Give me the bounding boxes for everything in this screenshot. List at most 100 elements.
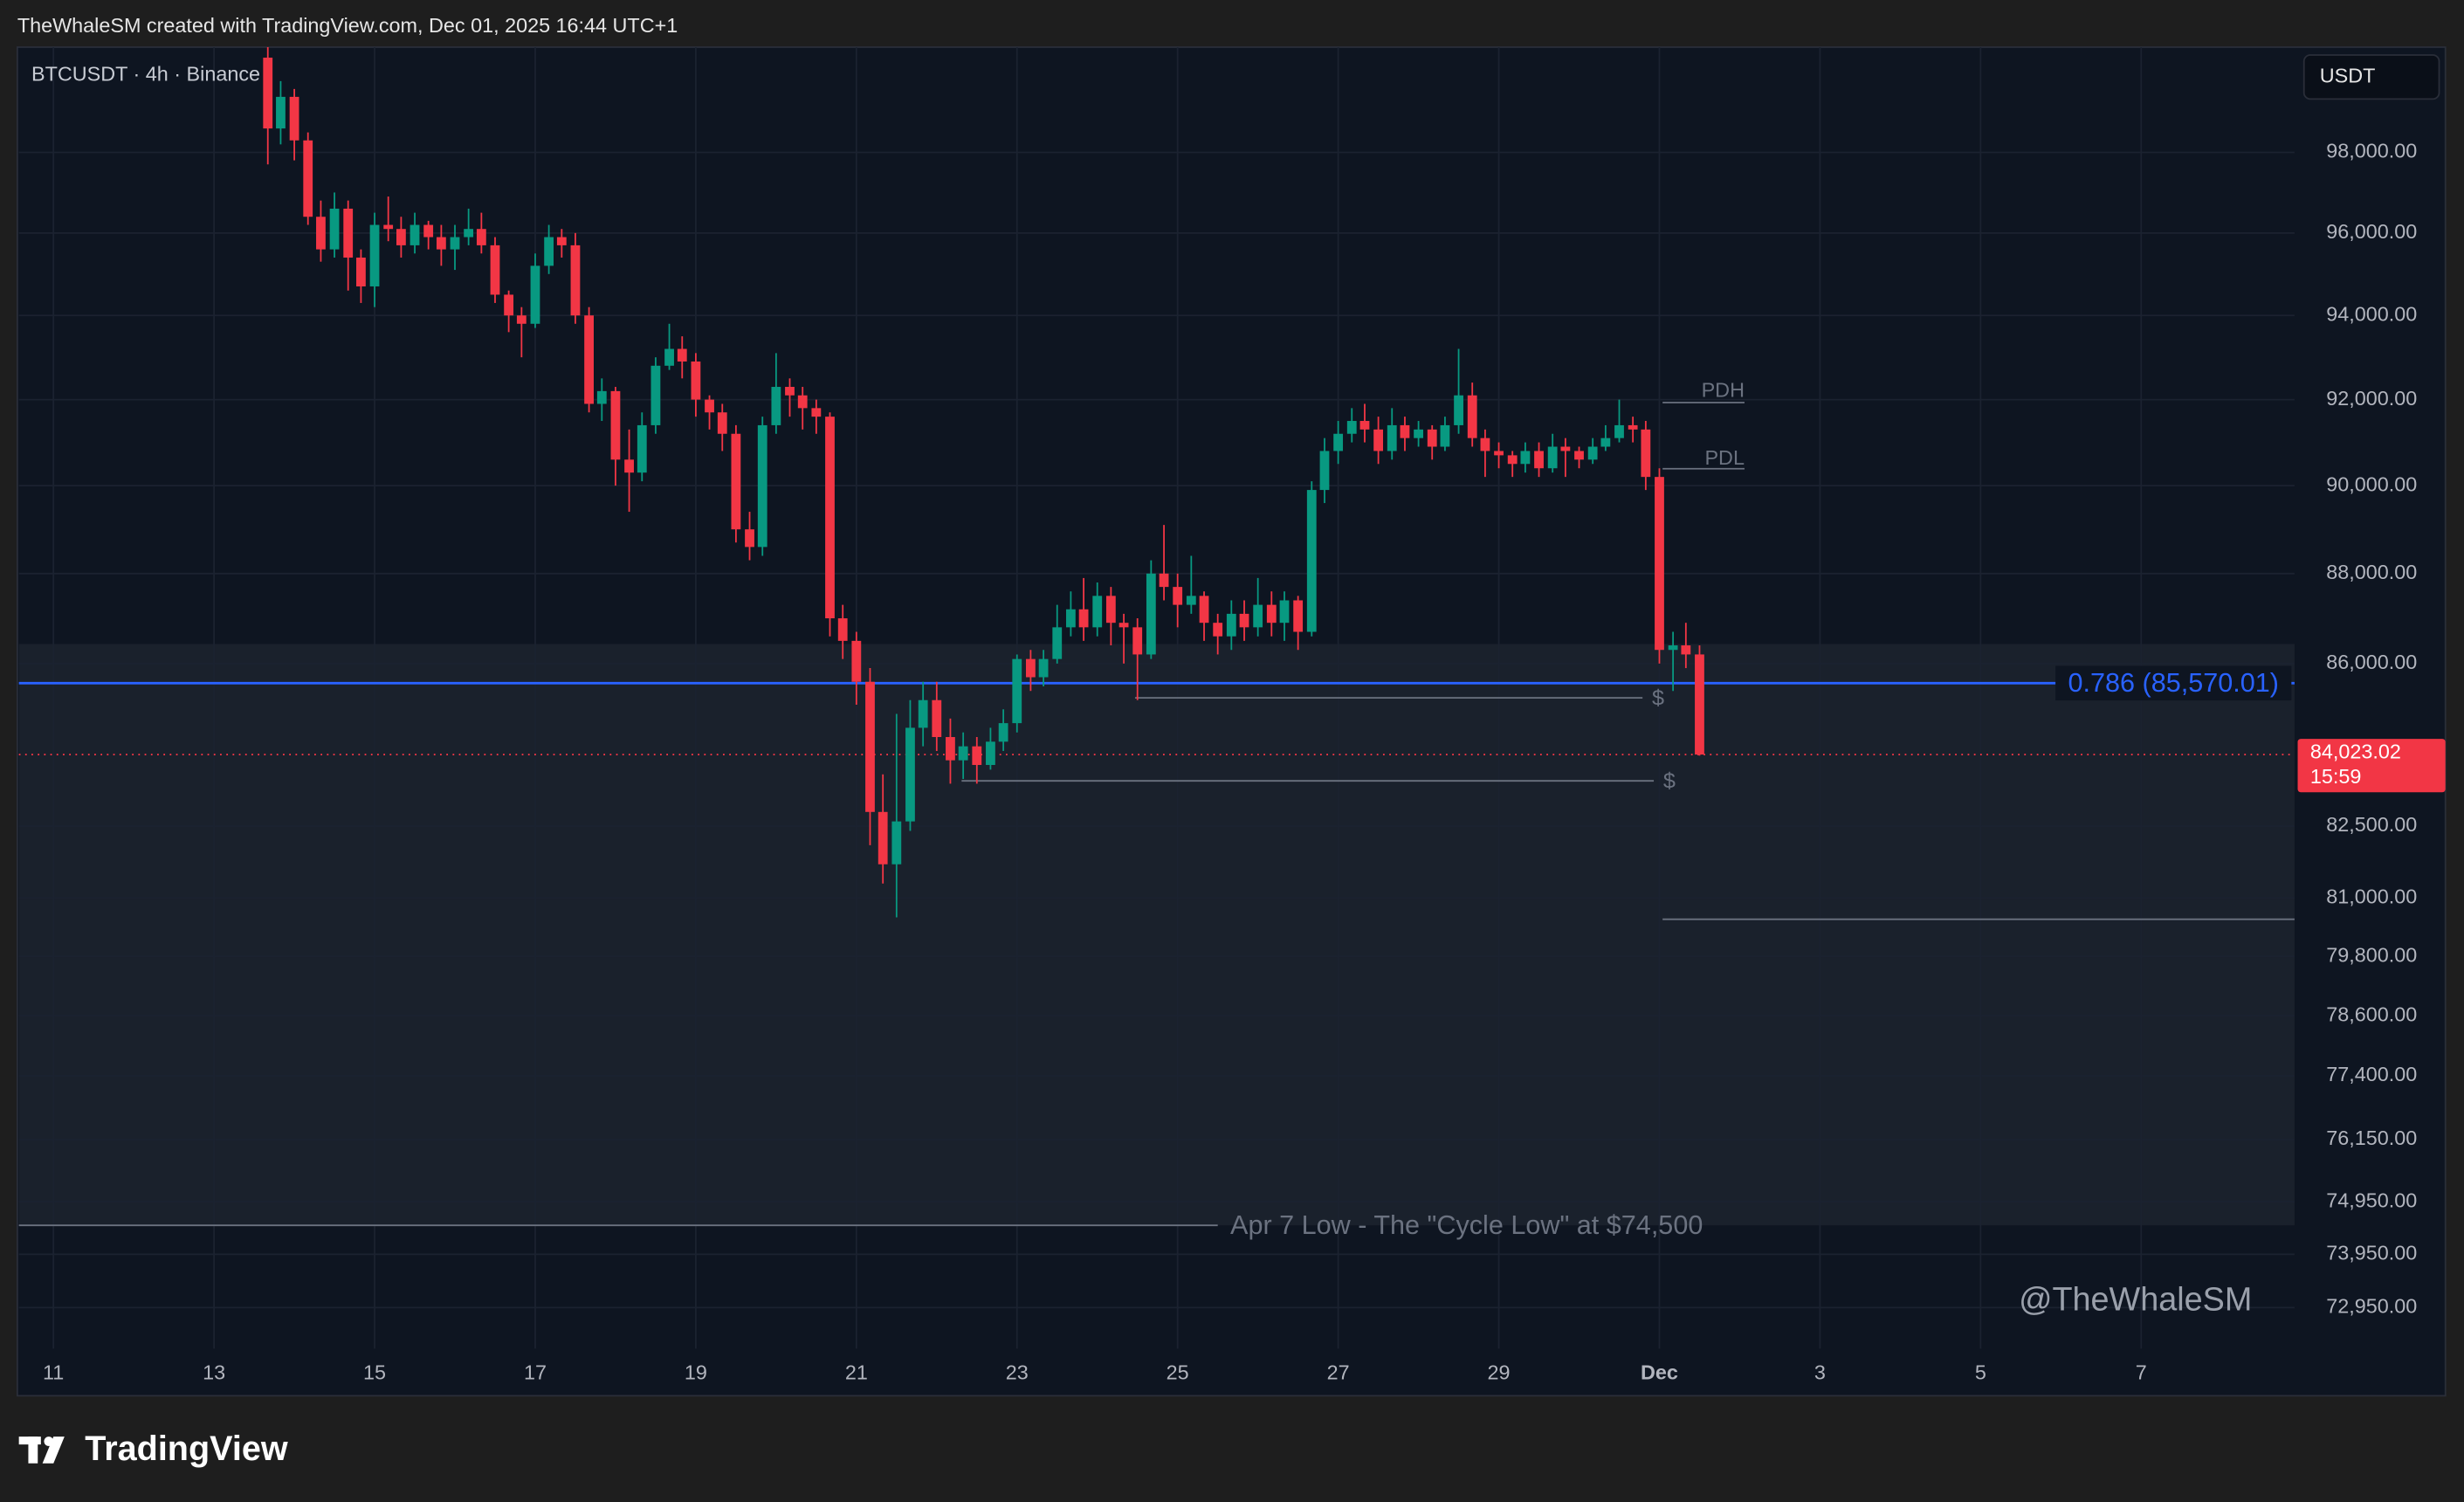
candle-body	[825, 417, 835, 619]
candle-body	[1173, 587, 1183, 605]
candle-body	[1373, 429, 1384, 451]
candle-body	[637, 424, 647, 473]
candle-body	[745, 529, 754, 548]
candle-body	[516, 315, 527, 324]
x-tick-label: 25	[1167, 1361, 1189, 1383]
candle-body	[650, 365, 661, 425]
currency[interactable]: USDT	[2320, 64, 2376, 86]
candle-body	[450, 237, 460, 250]
candle-body	[1507, 455, 1518, 465]
y-tick-label: 92,000.00	[2326, 387, 2417, 410]
grid-layer	[18, 46, 2295, 1349]
header: TheWhaleSM created with TradingView.com,…	[17, 14, 678, 37]
candles-layer	[263, 46, 1704, 918]
fib-label-bg	[2055, 665, 2292, 701]
y-tick-label: 82,500.00	[2326, 813, 2417, 836]
candle-body	[837, 618, 848, 641]
candle-body	[811, 408, 822, 417]
y-tick-label: 90,000.00	[2326, 472, 2417, 495]
candle-body	[410, 224, 420, 245]
x-tick-label: 13	[203, 1361, 225, 1383]
candle-body	[677, 348, 687, 362]
candle-body	[1440, 424, 1450, 447]
y-tick-label: 72,950.00	[2326, 1295, 2417, 1318]
candle-body	[717, 412, 727, 434]
candle-body	[464, 229, 474, 238]
x-tick-label: Dec	[1641, 1361, 1678, 1383]
y-tick-label: 77,400.00	[2326, 1063, 2417, 1085]
y-tick-label: 98,000.00	[2326, 140, 2417, 162]
candle-body	[1065, 609, 1076, 628]
candle-body	[1052, 627, 1063, 659]
candle-body	[705, 399, 714, 413]
candle-body	[556, 237, 567, 245]
candle-body	[1695, 654, 1704, 755]
candle-body	[664, 348, 674, 366]
candle-body	[851, 640, 862, 682]
watermark: @TheWhaleSM	[2019, 1281, 2252, 1318]
x-tick-label: 21	[845, 1361, 868, 1383]
candle-body	[490, 245, 500, 295]
y-tick-label: 86,000.00	[2326, 651, 2417, 673]
candle-body	[1668, 645, 1678, 651]
pdl-label: PDL	[1704, 446, 1744, 469]
candle-body	[1427, 429, 1437, 447]
candle-body	[276, 96, 286, 129]
candle-body	[865, 681, 875, 812]
levels-layer	[18, 402, 2295, 1227]
candle-body	[596, 390, 607, 404]
candle-body	[544, 237, 554, 266]
candle-body	[1628, 424, 1638, 430]
x-tick-label: 5	[1975, 1361, 1986, 1383]
candle-body	[1146, 573, 1156, 655]
labels-layer: 98,000.00 96,000.00 94,000.00 92,000.00 90,0…	[43, 140, 2446, 1383]
candle-body	[1400, 424, 1410, 438]
candle-body	[1534, 451, 1544, 469]
candle-body	[624, 459, 634, 473]
y-tick-label: 74,950.00	[2326, 1189, 2417, 1211]
candle-body	[289, 96, 299, 141]
candle-body	[1279, 600, 1290, 624]
candle-body	[958, 746, 968, 761]
candle-body	[878, 811, 888, 865]
candle-body	[691, 361, 701, 400]
candle-body	[570, 245, 581, 316]
candle-body	[610, 390, 621, 460]
candle-body	[905, 727, 915, 822]
candle-body	[1253, 604, 1263, 628]
candle-body	[1600, 438, 1611, 447]
candle-body	[1132, 627, 1143, 655]
liquidity-label: $	[1663, 769, 1676, 794]
cycle-low-label: Apr 7 Low - The "Cycle Low" at $74,500	[1230, 1210, 1703, 1240]
candle-body	[1547, 446, 1558, 469]
currency-button[interactable]	[2302, 54, 2440, 100]
x-tick-label: 19	[685, 1361, 707, 1383]
candle-body	[771, 387, 781, 425]
candle-body	[303, 140, 313, 217]
zone-layer	[18, 644, 2295, 1226]
candle-body	[1655, 477, 1664, 651]
x-tick-label: 17	[524, 1361, 547, 1383]
zone	[18, 644, 2295, 1226]
candle-body	[369, 224, 380, 286]
candle-body	[1560, 446, 1571, 451]
candle-body	[383, 224, 394, 230]
candle-body	[1078, 609, 1089, 628]
candle-body	[1092, 596, 1103, 628]
candle-body	[918, 699, 928, 728]
candle-body	[785, 387, 795, 396]
y-tick-label: 76,150.00	[2326, 1126, 2417, 1149]
x-tick-label: 23	[1006, 1361, 1029, 1383]
candle-body	[891, 821, 902, 865]
x-tick-label: 11	[43, 1361, 64, 1383]
candle-body	[932, 699, 942, 738]
y-tick-label: 94,000.00	[2326, 302, 2417, 325]
logo-icon	[18, 1437, 65, 1464]
x-tick-label: 7	[2136, 1361, 2147, 1383]
y-tick-label: 81,000.00	[2326, 885, 2417, 907]
candle-body	[1306, 490, 1317, 632]
x-tick-label: 15	[363, 1361, 386, 1383]
y-tick-label: 96,000.00	[2326, 220, 2417, 243]
candle-body	[946, 737, 955, 761]
candle-body	[998, 723, 1008, 742]
